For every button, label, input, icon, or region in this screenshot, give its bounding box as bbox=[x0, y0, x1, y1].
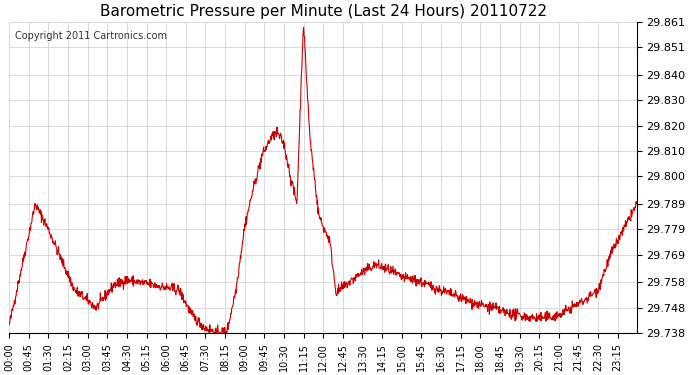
Title: Barometric Pressure per Minute (Last 24 Hours) 20110722: Barometric Pressure per Minute (Last 24 … bbox=[99, 4, 546, 19]
Text: Copyright 2011 Cartronics.com: Copyright 2011 Cartronics.com bbox=[15, 31, 168, 41]
